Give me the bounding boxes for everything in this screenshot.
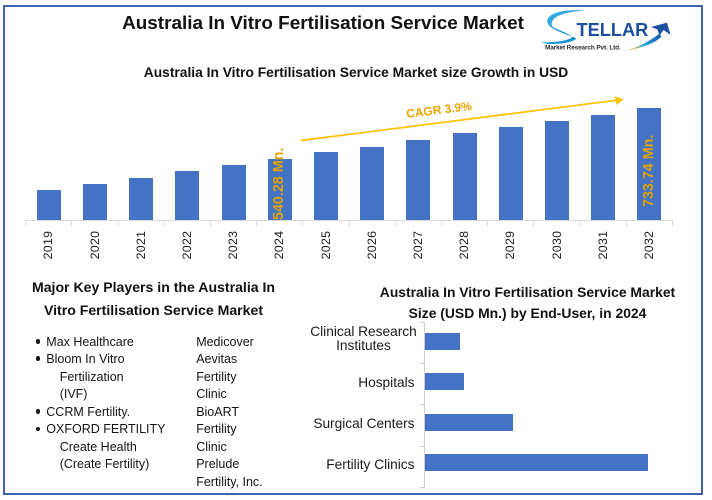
svg-text:TELLAR: TELLAR [577, 20, 649, 40]
svg-text:Market Research Pvt. Ltd.: Market Research Pvt. Ltd. [545, 45, 621, 52]
